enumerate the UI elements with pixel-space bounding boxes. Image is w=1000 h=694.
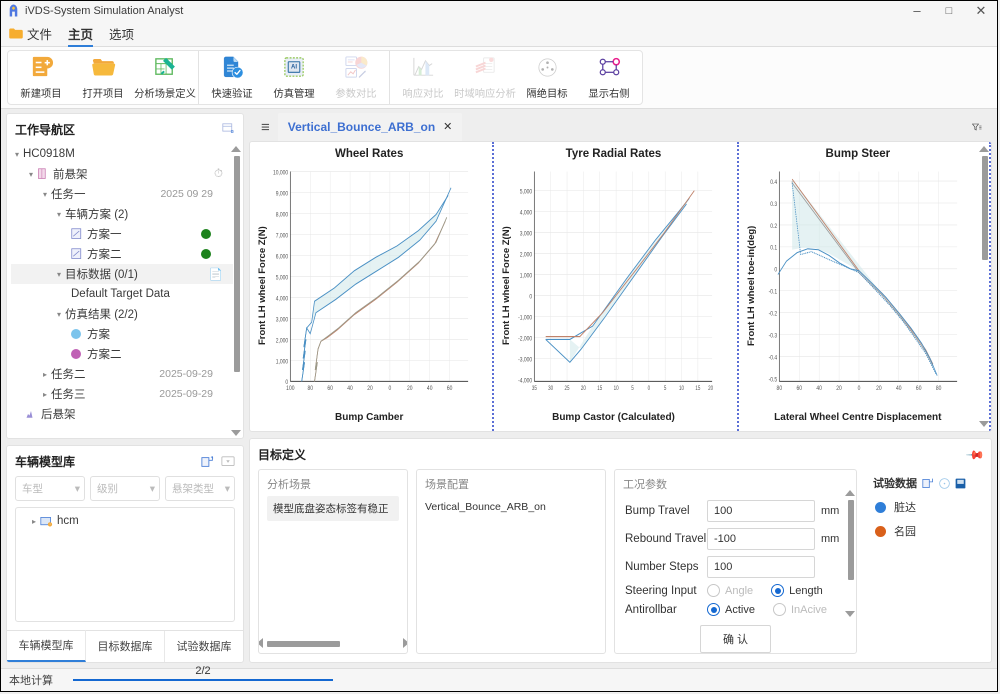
svg-text:5: 5: [664, 385, 667, 392]
svg-text:-0.5: -0.5: [768, 377, 777, 384]
svg-text:-0.3: -0.3: [768, 333, 777, 340]
svg-text:-0.2: -0.2: [768, 311, 777, 318]
svg-text:60: 60: [916, 385, 922, 392]
svg-text:0: 0: [857, 385, 860, 392]
svg-text:15: 15: [598, 385, 603, 392]
svg-text:80: 80: [776, 385, 782, 392]
svg-text:60: 60: [327, 385, 333, 392]
svg-text:5: 5: [632, 385, 635, 392]
svg-text:0: 0: [530, 294, 533, 301]
svg-text:40: 40: [347, 385, 353, 392]
svg-text:20: 20: [581, 385, 586, 392]
svg-text:80: 80: [307, 385, 313, 392]
svg-text:100: 100: [286, 385, 295, 392]
svg-text:10,000: 10,000: [273, 170, 289, 177]
svg-text:2,000: 2,000: [276, 338, 289, 345]
svg-text:3,000: 3,000: [520, 231, 533, 238]
svg-text:-4,000: -4,000: [518, 378, 533, 385]
svg-text:9,000: 9,000: [276, 191, 289, 198]
svg-text:1,000: 1,000: [520, 273, 533, 280]
svg-text:30: 30: [549, 385, 554, 392]
svg-text:0.3: 0.3: [770, 201, 778, 208]
svg-text:10: 10: [679, 385, 684, 392]
svg-text:6,000: 6,000: [276, 254, 289, 261]
svg-text:35: 35: [532, 385, 537, 392]
svg-text:20: 20: [709, 385, 714, 392]
svg-text:0.1: 0.1: [770, 245, 777, 252]
svg-text:80: 80: [936, 385, 942, 392]
svg-text:3,000: 3,000: [276, 317, 289, 324]
svg-text:60: 60: [447, 385, 453, 392]
svg-text:10: 10: [614, 385, 619, 392]
svg-text:-1,000: -1,000: [518, 315, 533, 322]
svg-text:4,000: 4,000: [520, 210, 533, 217]
svg-text:0: 0: [648, 385, 651, 392]
svg-text:7,000: 7,000: [276, 233, 289, 240]
svg-text:0: 0: [388, 385, 391, 392]
svg-text:60: 60: [796, 385, 802, 392]
svg-text:15: 15: [696, 385, 701, 392]
svg-text:2,000: 2,000: [520, 252, 533, 259]
svg-text:5,000: 5,000: [520, 189, 533, 196]
svg-text:40: 40: [816, 385, 822, 392]
svg-text:20: 20: [367, 385, 373, 392]
svg-text:25: 25: [565, 385, 570, 392]
svg-text:5,000: 5,000: [276, 275, 289, 282]
svg-text:40: 40: [427, 385, 433, 392]
svg-text:0.4: 0.4: [770, 179, 778, 186]
svg-text:-0.1: -0.1: [768, 289, 777, 296]
svg-text:20: 20: [407, 385, 413, 392]
svg-text:-0.4: -0.4: [768, 355, 777, 362]
svg-text:20: 20: [836, 385, 842, 392]
svg-text:0.2: 0.2: [770, 223, 777, 230]
svg-text:8,000: 8,000: [276, 212, 289, 219]
svg-text:-3,000: -3,000: [518, 357, 533, 364]
svg-text:0: 0: [774, 267, 777, 274]
svg-text:4,000: 4,000: [276, 296, 289, 303]
svg-text:-2,000: -2,000: [518, 336, 533, 343]
svg-text:1,000: 1,000: [276, 359, 289, 366]
svg-text:20: 20: [876, 385, 882, 392]
svg-text:40: 40: [896, 385, 902, 392]
svg-text:AI: AI: [291, 64, 297, 70]
